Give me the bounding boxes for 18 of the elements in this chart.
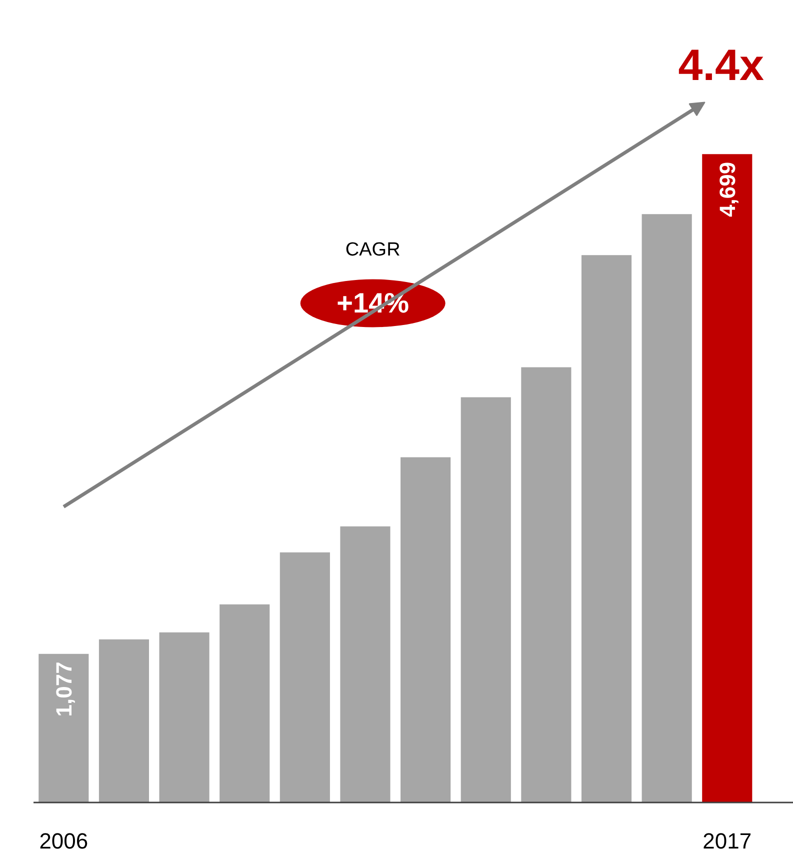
data-label: 4,699 — [715, 162, 740, 217]
x-tick-label: 2017 — [702, 828, 752, 854]
bar — [521, 367, 572, 802]
bar — [98, 639, 150, 802]
bar — [38, 654, 89, 802]
bar — [340, 526, 390, 802]
data-label: 1,077 — [52, 662, 77, 717]
text: 4.4x — [678, 40, 764, 90]
bar — [581, 255, 632, 802]
annotation: CAGR — [345, 240, 400, 261]
bar — [642, 214, 692, 802]
bar — [400, 457, 451, 802]
bar — [460, 397, 511, 802]
bar — [220, 604, 270, 802]
x-tick-label: 2006 — [39, 828, 88, 854]
bar — [159, 632, 210, 802]
bar — [280, 552, 330, 802]
bar — [702, 154, 752, 802]
